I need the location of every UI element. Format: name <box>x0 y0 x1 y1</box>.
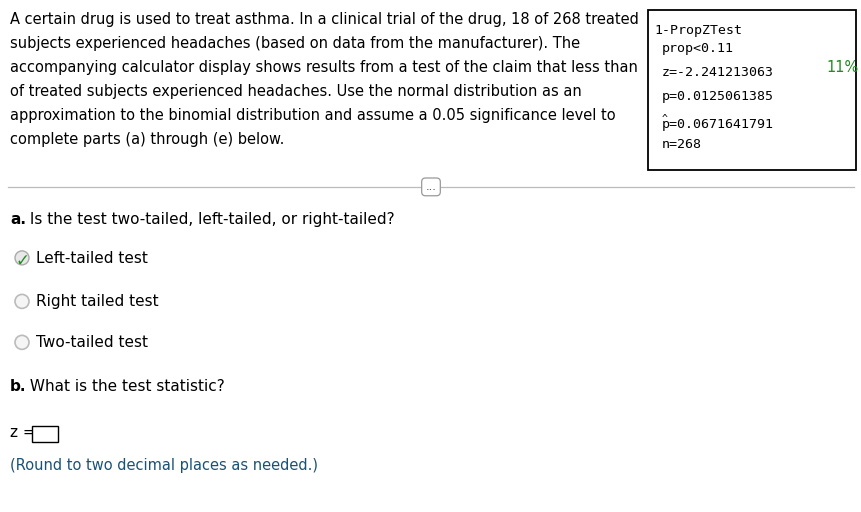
Text: What is the test statistic?: What is the test statistic? <box>25 379 225 394</box>
Text: Right tailed test: Right tailed test <box>36 294 158 309</box>
Text: p=0.0671641791: p=0.0671641791 <box>661 118 773 131</box>
Circle shape <box>15 294 29 308</box>
Text: 1-PropZTest: 1-PropZTest <box>653 24 741 37</box>
FancyBboxPatch shape <box>32 426 58 442</box>
Text: b.: b. <box>10 379 27 394</box>
Text: ✓: ✓ <box>16 252 30 270</box>
Circle shape <box>15 251 29 265</box>
Text: prop<0.11: prop<0.11 <box>661 42 734 55</box>
Text: a.: a. <box>10 212 26 227</box>
Circle shape <box>15 335 29 349</box>
Text: 11%: 11% <box>825 60 858 75</box>
Text: complete parts (a) through (e) below.: complete parts (a) through (e) below. <box>10 132 284 147</box>
Text: A certain drug is used to treat asthma. In a clinical trial of the drug, 18 of 2: A certain drug is used to treat asthma. … <box>10 12 638 27</box>
Text: (Round to two decimal places as needed.): (Round to two decimal places as needed.) <box>10 458 318 473</box>
Text: z=-2.241213063: z=-2.241213063 <box>661 66 773 79</box>
Text: Is the test two-tailed, left-tailed, or right-tailed?: Is the test two-tailed, left-tailed, or … <box>25 212 394 227</box>
Text: n=268: n=268 <box>661 138 701 151</box>
Text: z =: z = <box>10 425 35 440</box>
Text: Two-tailed test: Two-tailed test <box>36 335 148 350</box>
FancyBboxPatch shape <box>647 10 855 170</box>
Text: ^: ^ <box>661 114 667 124</box>
Text: p=0.0125061385: p=0.0125061385 <box>661 90 773 103</box>
Text: approximation to the binomial distribution and assume a 0.05 significance level : approximation to the binomial distributi… <box>10 108 615 123</box>
Text: of treated subjects experienced headaches. Use the normal distribution as an: of treated subjects experienced headache… <box>10 84 581 99</box>
Text: Left-tailed test: Left-tailed test <box>36 251 148 266</box>
Text: ...: ... <box>425 182 436 192</box>
Text: accompanying calculator display shows results from a test of the claim that less: accompanying calculator display shows re… <box>10 60 641 75</box>
Text: subjects experienced headaches (based on data from the manufacturer). The: subjects experienced headaches (based on… <box>10 36 579 51</box>
